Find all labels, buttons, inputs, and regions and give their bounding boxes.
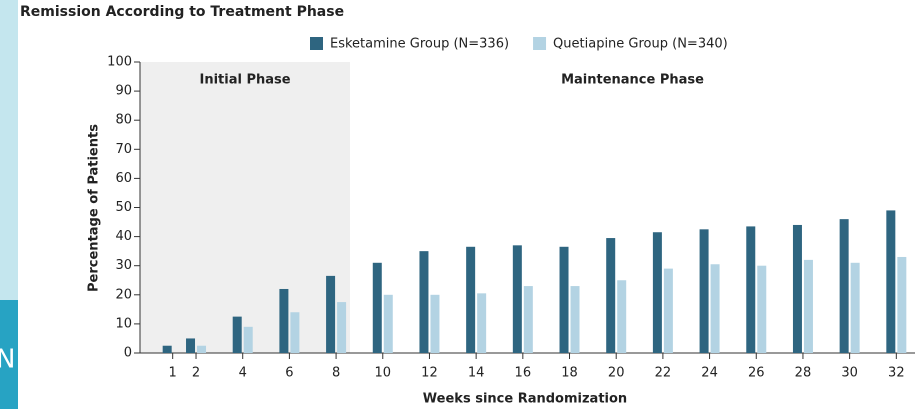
y-tick-label: 40 [115, 229, 132, 244]
bar [710, 264, 720, 353]
y-tick-label: 10 [115, 316, 132, 331]
x-tick-label: 4 [239, 366, 247, 381]
x-tick-label: 26 [748, 366, 765, 381]
y-axis-label: Percentage of Patients [87, 124, 102, 292]
bar [792, 224, 802, 353]
chart-title: Remission According to Treatment Phase [20, 4, 344, 20]
legend-label: Quetiapine Group (N=340) [553, 37, 728, 52]
bar [186, 338, 196, 353]
x-tick-label: 24 [701, 366, 718, 381]
bar [290, 312, 300, 353]
y-tick-label: 50 [115, 200, 132, 215]
phase-label: Maintenance Phase [561, 73, 704, 88]
phase-region [350, 62, 916, 353]
bar [162, 345, 172, 353]
phase-label: Initial Phase [199, 73, 290, 88]
y-tick-label: 30 [115, 258, 132, 273]
x-axis-label: Weeks since Randomization [423, 392, 627, 407]
bar [372, 262, 382, 353]
bar [570, 286, 580, 353]
bar [757, 265, 767, 353]
x-tick-label: 14 [468, 366, 485, 381]
bar [243, 326, 253, 353]
bar [839, 219, 849, 353]
bar [803, 259, 813, 353]
legend-label: Esketamine Group (N=336) [330, 37, 509, 52]
x-tick-label: 16 [515, 366, 532, 381]
y-tick-label: 0 [124, 346, 132, 361]
bar [466, 246, 476, 353]
x-tick-label: 6 [285, 366, 293, 381]
y-tick-label: 60 [115, 171, 132, 186]
y-tick-label: 90 [115, 84, 132, 99]
y-tick-label: 80 [115, 113, 132, 128]
x-tick-label: 8 [332, 366, 340, 381]
bar [337, 302, 347, 353]
x-tick-label: 30 [841, 366, 858, 381]
x-tick-label: 2 [192, 366, 200, 381]
bar [746, 226, 756, 353]
bar [850, 262, 860, 353]
bar [652, 232, 662, 353]
bar [383, 294, 393, 353]
x-tick-label: 10 [374, 366, 391, 381]
bar [419, 251, 429, 353]
y-tick-label: 20 [115, 287, 132, 302]
bar [606, 238, 616, 353]
bar [512, 245, 522, 353]
logo-fragment: N [0, 345, 15, 375]
bar [617, 280, 627, 353]
x-tick-label: 28 [795, 366, 812, 381]
x-tick-label: 12 [421, 366, 438, 381]
bar [663, 268, 673, 353]
bar [886, 210, 896, 353]
x-tick-label: 18 [561, 366, 578, 381]
y-tick-label: 100 [107, 55, 132, 70]
bar [699, 229, 709, 353]
x-tick-label: 1 [169, 366, 177, 381]
phase-region [140, 62, 351, 353]
bar [477, 293, 487, 353]
x-tick-label: 20 [608, 366, 625, 381]
bar [279, 288, 289, 353]
bar [197, 345, 207, 353]
bar [430, 294, 440, 353]
bar [326, 275, 336, 353]
legend-swatch [533, 37, 547, 50]
bar [559, 246, 569, 353]
side-block [0, 300, 18, 409]
side-strip [0, 0, 18, 300]
bar [897, 256, 907, 353]
x-tick-label: 32 [888, 366, 905, 381]
bar [523, 286, 533, 353]
bar [232, 316, 242, 353]
x-tick-label: 22 [655, 366, 672, 381]
y-tick-label: 70 [115, 142, 132, 157]
legend-swatch [310, 37, 323, 50]
